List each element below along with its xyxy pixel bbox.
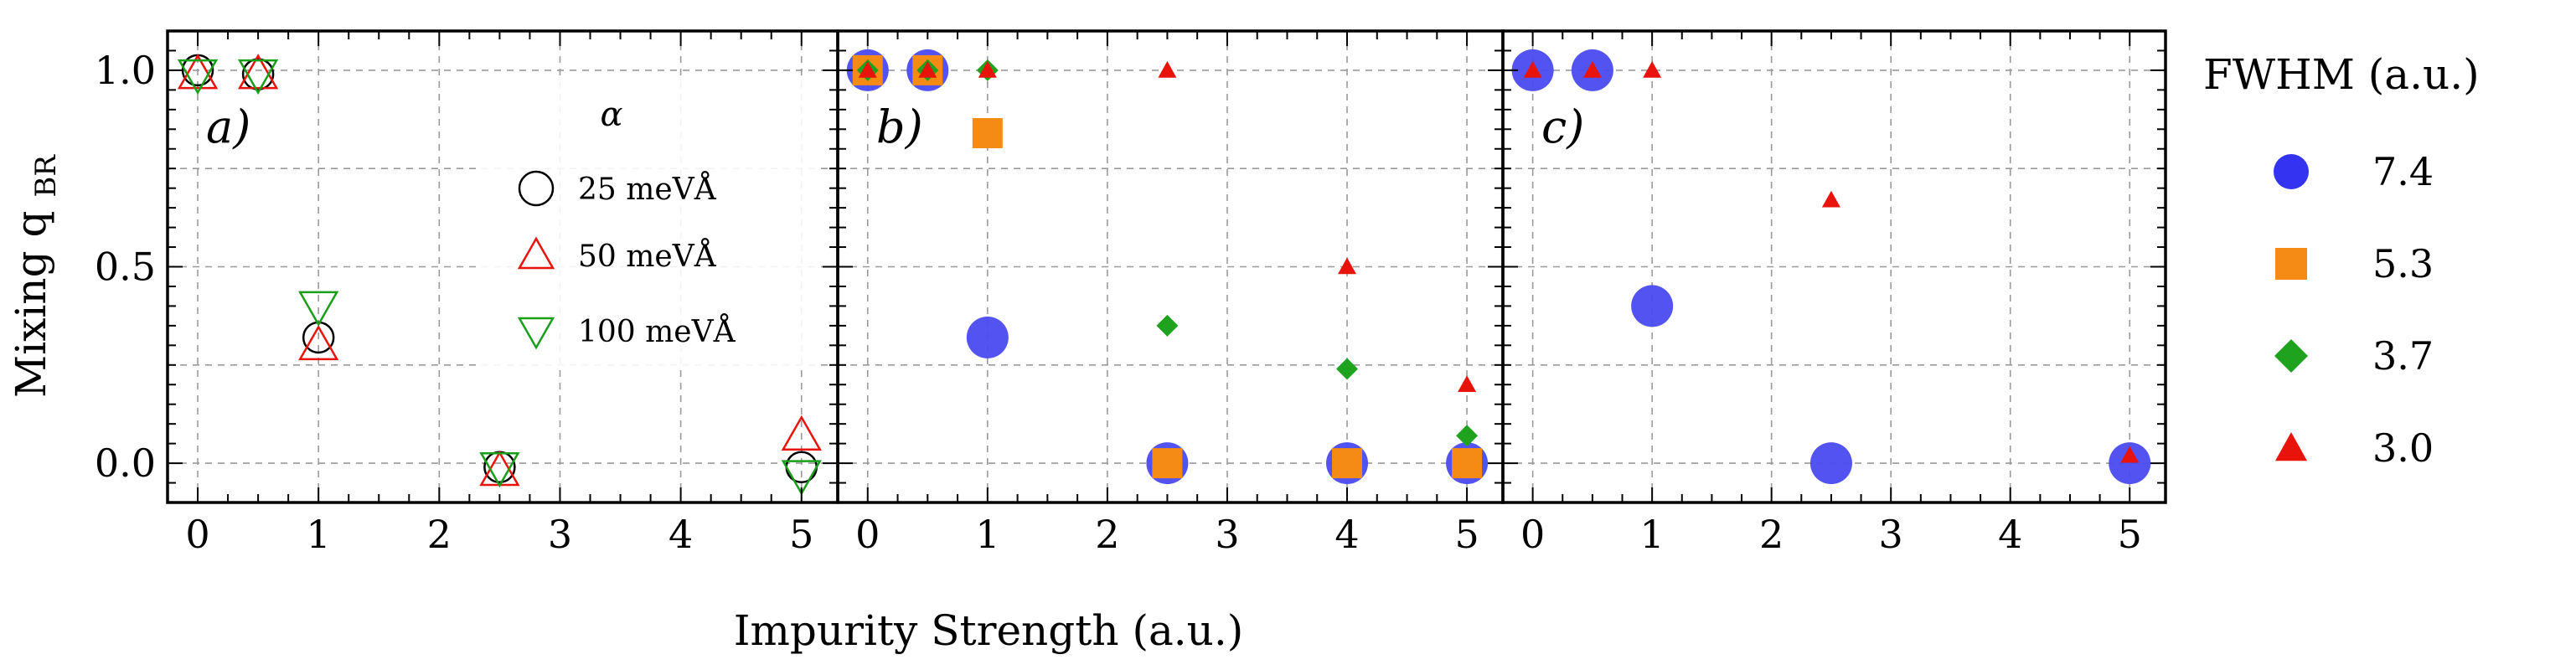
x-tick-label: 2 bbox=[427, 512, 452, 557]
x-tick-label: 2 bbox=[1095, 512, 1119, 557]
x-tick-label: 5 bbox=[1454, 512, 1479, 557]
data-point bbox=[1332, 448, 1363, 479]
data-point bbox=[1582, 60, 1602, 78]
data-point bbox=[1158, 60, 1177, 78]
legend-fwhm-label: 5.3 bbox=[2372, 241, 2434, 286]
data-point bbox=[785, 451, 818, 484]
data-point bbox=[177, 59, 219, 95]
data-point bbox=[966, 316, 1009, 358]
x-tick-label: 4 bbox=[1334, 512, 1359, 557]
panel-frame bbox=[1501, 29, 2167, 504]
grid-layer bbox=[168, 31, 2166, 502]
x-tick-label: 5 bbox=[789, 512, 813, 557]
legend-alpha: α 25 meVÅ 50 meVÅ 100 meVÅ bbox=[478, 77, 821, 366]
x-tick-label: 0 bbox=[1520, 512, 1545, 557]
data-point bbox=[298, 324, 339, 361]
data-point bbox=[1338, 257, 1357, 275]
legend-fwhm-marker bbox=[2274, 339, 2308, 373]
data-point bbox=[1809, 442, 1852, 485]
data-point bbox=[1631, 285, 1674, 327]
legend-fwhm-marker bbox=[2275, 432, 2307, 461]
marks-layer bbox=[177, 49, 2151, 496]
legend-alpha-label: 100 meVÅ bbox=[578, 314, 736, 349]
legend-fwhm-label: 7.4 bbox=[2372, 149, 2434, 194]
data-point bbox=[781, 460, 822, 496]
data-point bbox=[237, 59, 279, 95]
x-tick-label: 3 bbox=[548, 512, 572, 557]
data-point bbox=[2120, 446, 2140, 463]
legend-alpha-marker bbox=[517, 317, 555, 350]
x-tick-label: 1 bbox=[975, 512, 999, 557]
panel-tag: c) bbox=[1541, 100, 1584, 153]
data-point bbox=[1523, 60, 1542, 78]
legend-fwhm: FWHM (a.u.) 7.4 5.3 3.7 3.0 bbox=[2203, 50, 2480, 471]
data-point bbox=[1456, 425, 1479, 447]
data-point bbox=[918, 60, 937, 78]
y-axis-label-subscript: BR bbox=[29, 154, 63, 198]
x-axis-label: Impurity Strength (a.u.) bbox=[734, 606, 1244, 655]
legend-alpha-marker bbox=[517, 236, 555, 270]
panel-tag: b) bbox=[876, 100, 923, 153]
legend-alpha-title: α bbox=[600, 95, 622, 134]
y-axis-label: Mixing q BR bbox=[7, 154, 63, 398]
legend-alpha-marker bbox=[518, 170, 555, 207]
data-point bbox=[1821, 190, 1840, 208]
x-tick-label: 0 bbox=[855, 512, 880, 557]
x-tick-label: 4 bbox=[1998, 512, 2022, 557]
panel-tag: a) bbox=[206, 100, 250, 153]
y-tick-label: 0.5 bbox=[95, 245, 156, 290]
data-point bbox=[479, 452, 520, 488]
data-point bbox=[241, 58, 275, 90]
data-point bbox=[1452, 448, 1483, 479]
legend-alpha-label: 50 meVÅ bbox=[578, 239, 717, 274]
data-point bbox=[1458, 375, 1477, 393]
y-tick-label: 1.0 bbox=[95, 48, 156, 93]
data-point bbox=[978, 60, 997, 78]
legend-fwhm-marker bbox=[2274, 154, 2309, 189]
frame-layer bbox=[166, 29, 2167, 504]
data-point bbox=[858, 60, 877, 78]
x-tick-label: 1 bbox=[1640, 512, 1665, 557]
x-tick-label: 3 bbox=[1879, 512, 1903, 557]
x-tick-label: 3 bbox=[1215, 512, 1239, 557]
labels-layer: 0 1 2 3 4 5 a) 0 1 2 3 4 5 b) 0 1 2 3 4 5 c) 0.0 0.5 1.0 bbox=[95, 48, 2142, 557]
data-point bbox=[1152, 448, 1183, 479]
legend-fwhm-title: FWHM (a.u.) bbox=[2203, 50, 2480, 99]
y-axis-label-main: Mixing q bbox=[7, 211, 55, 399]
data-point bbox=[2109, 442, 2151, 485]
data-point bbox=[1336, 358, 1359, 380]
legend-alpha-label: 25 meVÅ bbox=[578, 172, 717, 207]
data-point bbox=[1156, 314, 1179, 337]
x-tick-label: 0 bbox=[185, 512, 209, 557]
data-point bbox=[972, 117, 1003, 148]
data-point bbox=[177, 54, 219, 90]
y-tick-label: 0.0 bbox=[95, 441, 156, 486]
data-point bbox=[1643, 60, 1662, 78]
data-point bbox=[298, 291, 339, 327]
data-point bbox=[781, 415, 822, 451]
x-tick-label: 4 bbox=[669, 512, 693, 557]
x-tick-label: 2 bbox=[1759, 512, 1784, 557]
legend-fwhm-label: 3.0 bbox=[2372, 425, 2434, 471]
legend-fwhm-marker bbox=[2275, 248, 2307, 280]
legend-fwhm-label: 3.7 bbox=[2372, 333, 2434, 379]
data-point bbox=[237, 54, 279, 90]
x-tick-label: 1 bbox=[307, 512, 331, 557]
x-tick-label: 5 bbox=[2118, 512, 2142, 557]
